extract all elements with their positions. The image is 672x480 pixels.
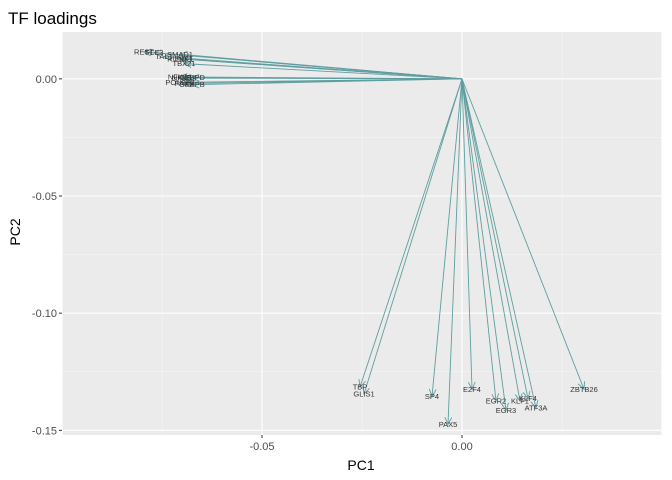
loading-arrow: [359, 78, 463, 388]
chart-title: TF loadings: [8, 9, 97, 28]
loading-label: REST: [134, 47, 154, 56]
minor-gridlines: [62, 32, 662, 435]
loading-label: CEBPB: [179, 80, 204, 89]
loading-arrow: [447, 78, 463, 425]
loading-label: PAX8: [175, 79, 194, 88]
y-tick-label: -0.15: [32, 425, 57, 437]
loading-label: E2F4: [463, 385, 481, 394]
loading-arrowhead: [358, 378, 366, 388]
loading-arrowhead: [428, 388, 437, 398]
loading-arrowhead: [178, 78, 188, 87]
y-tick-label: -0.05: [32, 191, 57, 203]
loading-label: EGR3: [496, 406, 516, 415]
loading-arrowhead: [178, 73, 188, 81]
loading-label: PAX5: [439, 420, 458, 429]
loading-arrow: [183, 58, 463, 80]
y-axis-title: PC2: [7, 218, 23, 245]
loading-arrows: [142, 48, 586, 426]
loading-label: TBX21: [173, 59, 196, 68]
loading-label: RUNX1: [167, 54, 192, 63]
loading-arrow: [461, 78, 497, 402]
loading-arrow: [191, 78, 463, 86]
loading-arrow: [191, 77, 463, 80]
loading-label: CEBPD: [179, 73, 205, 82]
loading-arrow: [461, 78, 507, 411]
loading-label: KLF1: [511, 397, 529, 406]
loading-arrowhead: [577, 381, 586, 391]
loading-label: EBF1: [175, 54, 194, 63]
loading-arrow: [461, 78, 473, 390]
x-axis-title: PC1: [347, 457, 374, 473]
loading-arrow: [183, 63, 463, 80]
loading-arrowhead: [501, 402, 509, 412]
loading-arrow: [363, 78, 463, 395]
loading-arrowhead: [182, 74, 192, 83]
loading-arrow: [431, 78, 463, 397]
loading-arrowhead: [522, 390, 531, 400]
loading-label: TAL1: [155, 52, 172, 61]
loading-label: SMAD1: [167, 50, 193, 59]
y-tick-label: 0.00: [36, 74, 57, 86]
loading-label: ATF3A: [525, 404, 548, 413]
loading-arrowhead: [152, 49, 162, 58]
loading-arrow: [461, 78, 529, 399]
loading-arrowhead: [444, 416, 453, 426]
loading-arrowhead: [530, 400, 539, 410]
loading-label: ZBTB26: [570, 385, 598, 394]
loading-label: KLF4: [519, 394, 537, 403]
loading-arrowhead: [190, 80, 200, 89]
loading-arrow: [461, 78, 537, 409]
loading-arrowhead: [467, 381, 476, 391]
x-axis-ticks: -0.05 0.00: [249, 435, 473, 453]
loading-arrow: [461, 78, 521, 402]
loading-arrowhead: [362, 386, 370, 395]
loading-arrowhead: [182, 60, 192, 68]
loading-arrowhead: [190, 73, 200, 82]
x-tick-label: -0.05: [249, 441, 274, 453]
loading-label: NFKB2: [172, 74, 196, 83]
loading-arrowhead: [491, 393, 500, 403]
loading-arrowhead: [162, 53, 172, 61]
loading-arrowhead: [142, 48, 152, 57]
loading-arrow: [461, 78, 585, 390]
loading-arrowhead: [514, 393, 523, 403]
loading-arrowhead: [182, 79, 192, 88]
loading-label: TBP: [353, 382, 368, 391]
y-tick-label: -0.10: [32, 308, 57, 320]
loading-label: EGR2: [486, 397, 506, 406]
loading-label: SP4: [425, 392, 439, 401]
y-axis-ticks: 0.00 -0.05 -0.10 -0.15: [32, 74, 62, 437]
loading-arrowhead: [178, 55, 188, 64]
loading-arrow: [179, 53, 463, 80]
x-tick-label: 0.00: [451, 441, 472, 453]
loading-label: NFKB1: [168, 72, 192, 81]
loading-label: POU2F2: [165, 78, 194, 87]
loading-label: TCF3: [145, 48, 164, 57]
loading-label: GLIS1: [353, 389, 374, 398]
